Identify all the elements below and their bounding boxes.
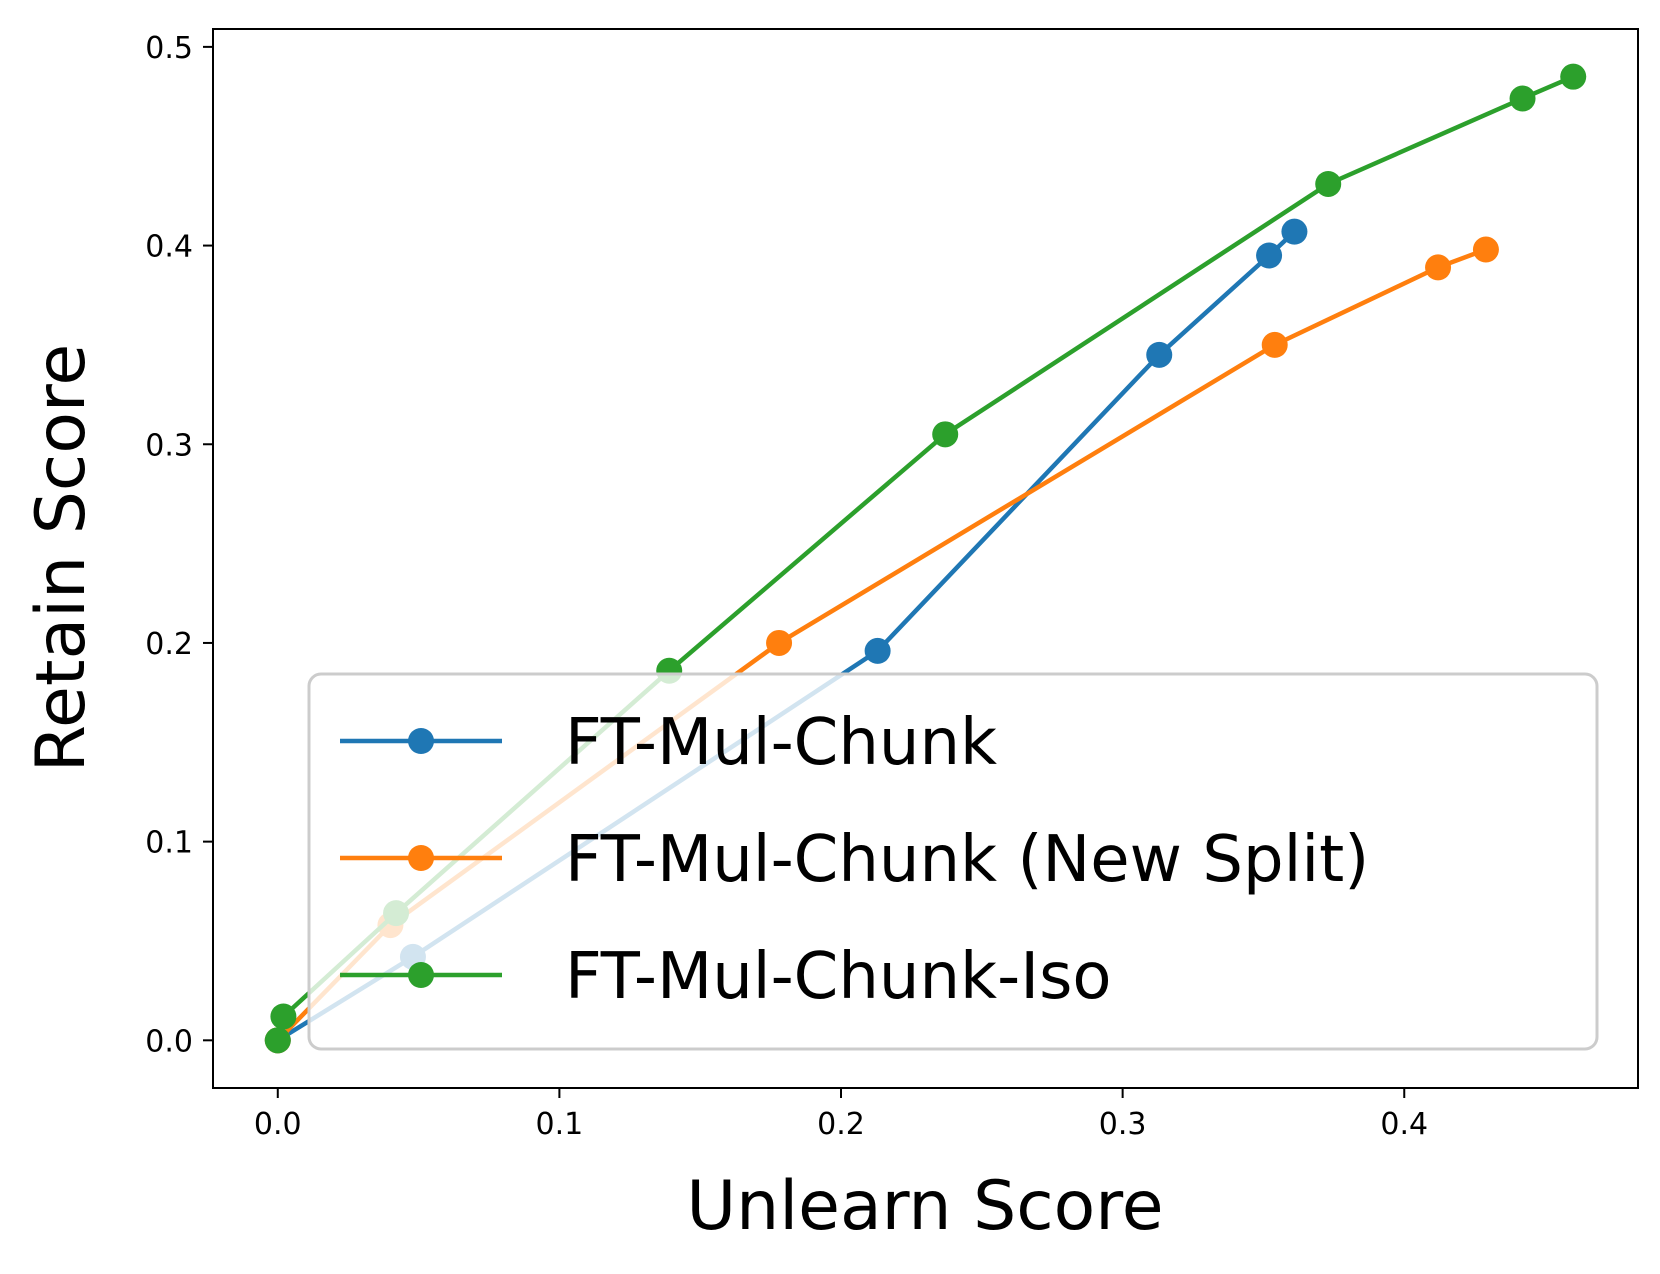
data-point: [766, 629, 793, 656]
y-tick-label: 0.1: [145, 826, 193, 861]
y-tick-label: 0.0: [145, 1024, 193, 1059]
data-point: [1281, 218, 1308, 245]
y-tick-label: 0.3: [145, 428, 193, 463]
legend-marker: [408, 728, 434, 754]
legend-marker: [408, 845, 434, 871]
data-point: [864, 637, 891, 664]
legend-entry: FT-Mul-Chunk-Iso: [340, 940, 1112, 1014]
data-point: [1256, 242, 1283, 269]
x-tick-label: 0.3: [1099, 1107, 1147, 1142]
series-line: [275, 74, 1575, 1041]
legend-marker: [408, 962, 434, 988]
data-point: [1146, 341, 1173, 368]
x-tick-label: 0.1: [536, 1107, 584, 1142]
data-point: [932, 421, 959, 448]
data-point: [1425, 254, 1452, 281]
data-point: [1472, 236, 1499, 263]
x-tick-label: 0.2: [817, 1107, 865, 1142]
x-tick-label: 0.0: [254, 1107, 302, 1142]
data-point: [1509, 85, 1536, 112]
data-point: [264, 1027, 291, 1054]
y-tick-label: 0.2: [145, 627, 193, 662]
legend-label: FT-Mul-Chunk (New Split): [565, 823, 1369, 897]
data-point: [1560, 63, 1587, 90]
legend: FT-Mul-Chunk FT-Mul-Chunk (New Split) FT-M…: [307, 672, 1599, 1051]
legend-box: [307, 672, 1599, 1051]
legend-entry: FT-Mul-Chunk (New Split): [340, 823, 1369, 897]
plot-frame: [212, 28, 1639, 1089]
x-tick-label: 0.4: [1380, 1107, 1428, 1142]
data-point: [1261, 331, 1288, 358]
x-ticks: 0.0 0.1 0.2 0.3 0.4: [254, 1088, 1428, 1142]
y-axis-title: Retain Score: [22, 344, 101, 772]
x-axis-title: Unlearn Score: [686, 1167, 1163, 1246]
legend-label: FT-Mul-Chunk: [565, 706, 997, 780]
legend-entry: FT-Mul-Chunk: [340, 706, 997, 780]
data-point: [1315, 170, 1342, 197]
y-tick-label: 0.4: [145, 230, 193, 265]
legend-label: FT-Mul-Chunk-Iso: [565, 940, 1112, 1014]
data-point: [270, 1003, 297, 1030]
y-ticks: 0.0 0.1 0.2 0.3 0.4 0.5: [145, 31, 213, 1059]
y-tick-label: 0.5: [145, 31, 193, 66]
